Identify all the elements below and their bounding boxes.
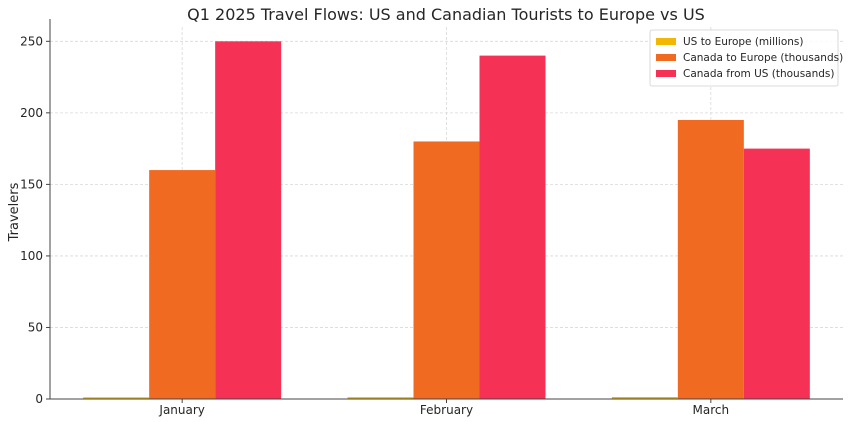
legend-box [649,29,839,87]
chart-title: Q1 2025 Travel Flows: US and Canadian To… [187,5,705,24]
x-tick-label: February [420,403,473,417]
y-tick-label: 250 [20,34,43,48]
y-tick-label: 0 [35,392,43,406]
y-tick-label: 200 [20,106,43,120]
bar [611,396,678,399]
legend-label: Canada from US (thousands) [683,68,835,80]
bar [149,170,216,399]
bar [83,397,150,399]
bar [479,55,546,399]
bar [677,120,744,399]
legend-label: US to Europe (millions) [683,36,803,48]
legend-label: Canada to Europe (thousands) [683,52,843,64]
bar [347,397,414,399]
legend-swatch [656,54,676,61]
legend-swatch [656,70,676,77]
legend-swatch [656,38,676,45]
y-tick-label: 100 [20,249,43,263]
axes [46,19,843,403]
bar [413,141,480,399]
x-tick-label: January [158,403,205,417]
y-tick-label: 150 [20,177,43,191]
bar [215,41,282,400]
bars [83,41,810,400]
y-axis-label: Travelers [7,182,22,242]
y-tick-label: 50 [28,320,43,334]
x-tick-label: March [693,403,730,417]
tick-labels: 0 50 100 150 200 250 January February March [20,34,729,417]
bar [743,148,810,399]
legend: US to Europe (millions) Canada to Europe … [649,29,843,87]
